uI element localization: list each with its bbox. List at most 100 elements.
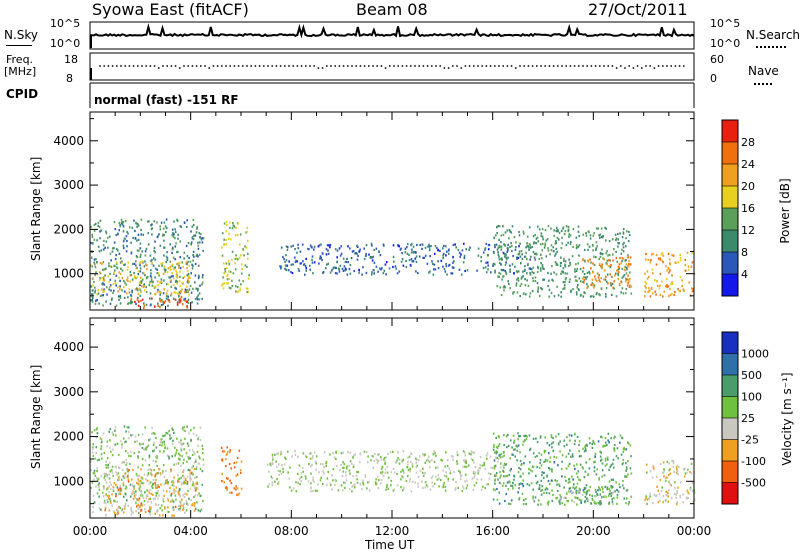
data-cell (618, 242, 621, 245)
data-cell (555, 263, 558, 266)
data-cell (445, 254, 447, 257)
freq-point (204, 65, 206, 67)
data-cell (415, 255, 418, 258)
data-cell (280, 450, 282, 453)
data-cell (665, 265, 667, 268)
data-cell (108, 485, 110, 488)
data-cell (594, 452, 597, 455)
data-cell (497, 251, 499, 254)
data-cell (336, 249, 339, 252)
data-cell (681, 285, 683, 288)
data-cell (401, 468, 404, 471)
data-cell (575, 244, 578, 247)
data-cell (165, 431, 168, 434)
data-cell (174, 494, 177, 497)
data-cell (159, 291, 161, 294)
data-cell (646, 270, 649, 273)
data-cell (163, 233, 165, 236)
data-cell (152, 280, 154, 283)
station-title: Syowa East (fitACF) (92, 0, 249, 19)
data-cell (606, 456, 609, 459)
data-cell (444, 270, 447, 273)
data-cell (410, 251, 413, 254)
data-cell (171, 263, 174, 266)
data-cell (162, 489, 165, 492)
data-cell (305, 257, 307, 260)
freq-point (456, 65, 458, 67)
freq-point (577, 65, 580, 67)
data-cell (516, 256, 518, 259)
data-cell (145, 448, 148, 451)
data-cell (187, 290, 189, 293)
data-cell (239, 233, 242, 236)
data-cell (91, 265, 93, 268)
data-cell (630, 472, 633, 475)
data-cell (548, 288, 551, 291)
freq-point (573, 65, 576, 67)
data-cell (625, 278, 628, 281)
freq-point (275, 65, 278, 67)
data-cell (472, 451, 474, 454)
data-cell (188, 432, 190, 435)
data-cell (290, 489, 293, 492)
data-cell (679, 259, 682, 262)
data-cell (178, 266, 180, 269)
data-cell (112, 485, 115, 488)
data-cell (662, 254, 665, 257)
data-cell (313, 451, 316, 454)
data-cell (550, 249, 553, 252)
data-cell (181, 281, 184, 284)
data-cell (588, 270, 590, 273)
data-cell (246, 290, 248, 294)
data-cell (621, 259, 623, 263)
data-cell (166, 454, 169, 457)
data-cell (601, 475, 603, 478)
data-cell (345, 260, 348, 263)
data-cell (560, 261, 562, 264)
data-cell (664, 499, 667, 502)
data-cell (118, 229, 120, 232)
data-cell (331, 488, 333, 491)
data-cell (623, 274, 626, 277)
data-cell (195, 287, 198, 290)
data-cell (193, 504, 196, 507)
data-cell (498, 436, 500, 439)
data-cell (506, 481, 509, 484)
data-cell (120, 509, 123, 512)
data-cell (152, 459, 154, 462)
data-cell (447, 252, 450, 255)
data-cell (437, 466, 439, 469)
data-cell (597, 502, 599, 505)
data-cell (331, 474, 333, 477)
data-cell (610, 437, 612, 440)
data-cell (585, 497, 588, 500)
data-cell (146, 268, 148, 271)
data-cell (457, 486, 459, 489)
data-cell (392, 450, 394, 453)
data-cell (174, 286, 176, 289)
data-cell (496, 445, 498, 449)
data-cell (670, 283, 672, 286)
data-cell (498, 261, 501, 264)
data-cell (602, 236, 604, 239)
data-cell (540, 262, 542, 265)
data-cell (352, 456, 354, 459)
data-cell (105, 232, 108, 235)
data-cell (128, 226, 131, 229)
data-cell (504, 499, 506, 503)
data-cell (493, 444, 495, 447)
data-cell (607, 259, 610, 262)
data-cell (592, 249, 594, 252)
data-cell (519, 294, 521, 298)
data-cell (513, 441, 515, 444)
data-cell (171, 480, 173, 483)
data-cell (674, 487, 676, 490)
data-cell (176, 437, 178, 440)
data-cell (585, 277, 587, 280)
data-cell (153, 468, 155, 472)
data-cell (174, 230, 177, 233)
data-cell (342, 451, 344, 454)
data-cell (465, 461, 467, 465)
data-cell (310, 482, 312, 485)
data-cell (544, 460, 547, 463)
